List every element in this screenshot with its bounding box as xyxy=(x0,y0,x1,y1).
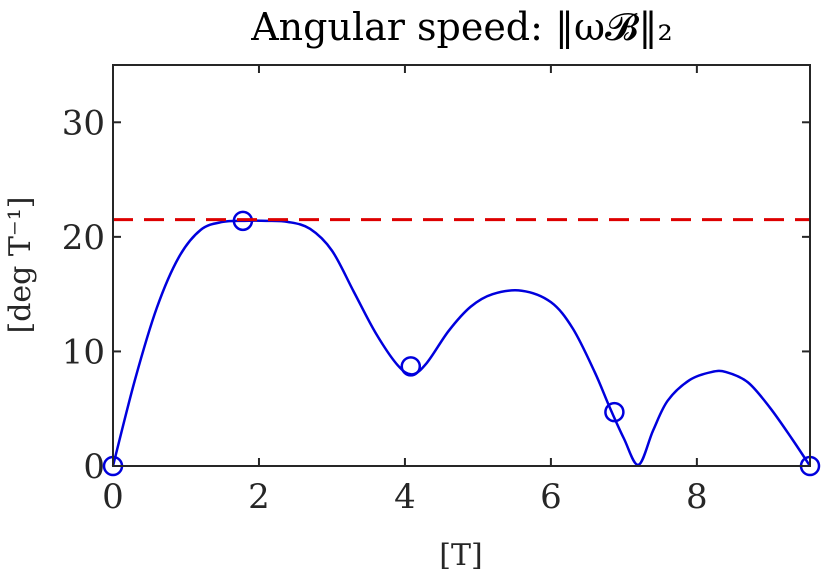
angular-speed-line xyxy=(111,219,812,467)
y-tick-label: 0 xyxy=(83,447,105,487)
x-tick-label: 8 xyxy=(686,477,708,517)
x-axis-label: [T] xyxy=(439,538,482,573)
x-tick-label: 6 xyxy=(540,477,562,517)
y-tick-label: 30 xyxy=(62,103,105,143)
x-tick-label: 0 xyxy=(102,477,124,517)
circle-marker xyxy=(604,401,625,423)
plot-frame xyxy=(112,64,811,467)
axis-ticks: 0 2 4 6 8 0 10 20 30 xyxy=(62,65,810,517)
x-tick-label: 4 xyxy=(394,477,416,517)
chart-title: Angular speed: ‖ω𝓑‖₂ xyxy=(250,5,673,49)
y-tick-label: 20 xyxy=(62,218,105,258)
y-tick-label: 10 xyxy=(62,332,105,372)
x-tick-label: 2 xyxy=(248,477,270,517)
y-axis-label: [deg T⁻¹] xyxy=(3,197,38,334)
plot-area xyxy=(113,65,810,466)
circle-marker xyxy=(400,356,422,377)
